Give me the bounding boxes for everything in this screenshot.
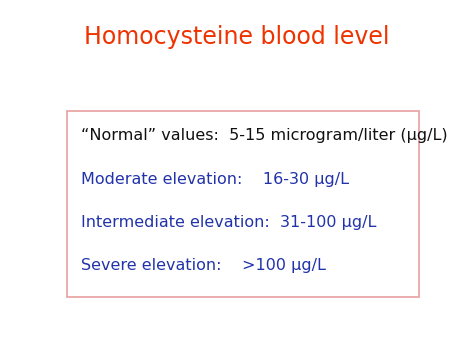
Text: Homocysteine blood level: Homocysteine blood level xyxy=(84,25,390,49)
Text: Severe elevation:    >100 μg/L: Severe elevation: >100 μg/L xyxy=(82,258,326,273)
Text: Moderate elevation:    16-30 μg/L: Moderate elevation: 16-30 μg/L xyxy=(82,172,349,187)
FancyBboxPatch shape xyxy=(66,111,419,297)
Text: Intermediate elevation:  31-100 μg/L: Intermediate elevation: 31-100 μg/L xyxy=(82,215,377,230)
Text: “Normal” values:  5-15 microgram/liter (μg/L): “Normal” values: 5-15 microgram/liter (μ… xyxy=(82,127,448,143)
